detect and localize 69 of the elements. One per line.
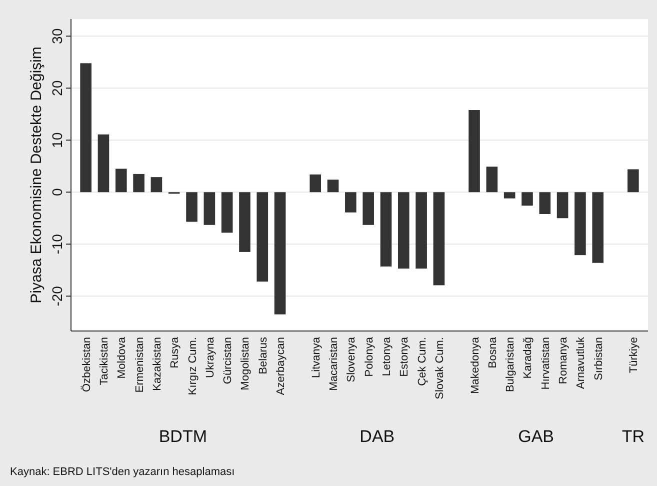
x-tick-label: Tacikistan bbox=[98, 337, 110, 386]
y-axis-title: Piyasa Ekonomisine Destekte Değişim bbox=[28, 46, 45, 304]
text: BDTM bbox=[158, 427, 208, 446]
bar bbox=[539, 192, 551, 214]
bar bbox=[345, 192, 356, 212]
bar bbox=[486, 166, 498, 192]
bar bbox=[115, 168, 127, 192]
x-tick-label: Gürcistan bbox=[222, 337, 234, 384]
bar bbox=[239, 192, 250, 252]
bar bbox=[556, 192, 568, 218]
bar bbox=[186, 192, 198, 222]
bar bbox=[362, 192, 374, 225]
bar bbox=[522, 192, 533, 206]
bar bbox=[416, 192, 427, 269]
x-tick-label: Letonya bbox=[380, 336, 393, 376]
x-tick-label: Estonya bbox=[398, 336, 411, 377]
y-tick-label: 10 bbox=[49, 132, 65, 148]
x-tick-label: Azerbaycan bbox=[275, 337, 288, 396]
bar bbox=[592, 192, 604, 263]
text: Kaynak: EBRD LITS'den yazarın hesaplaması bbox=[10, 466, 235, 478]
x-tick-label: Bulgaristan bbox=[504, 337, 517, 392]
bar bbox=[380, 192, 392, 267]
x-tick-label: Polonya bbox=[363, 336, 376, 377]
x-tick-label: Romanya bbox=[558, 336, 570, 384]
bar bbox=[133, 174, 144, 192]
x-tick-label: Litvanya bbox=[310, 336, 322, 378]
x-tick-label: Hırvatistan bbox=[540, 337, 552, 390]
y-tick-label: 30 bbox=[49, 28, 65, 44]
bar bbox=[221, 192, 233, 233]
bar bbox=[574, 192, 586, 256]
y-tick-label: -10 bbox=[49, 234, 65, 254]
bar bbox=[433, 192, 445, 286]
x-tick-label: Mogolistan bbox=[240, 337, 252, 390]
bar bbox=[310, 174, 322, 192]
bar bbox=[468, 110, 480, 192]
text: TR bbox=[622, 427, 645, 446]
bar bbox=[256, 192, 268, 282]
bar bbox=[80, 63, 92, 192]
y-tick-label: -20 bbox=[49, 286, 65, 306]
text: GAB bbox=[518, 427, 554, 446]
x-tick-label: Arnavutluk bbox=[575, 336, 588, 389]
x-tick-label: Slovak Cum. bbox=[434, 337, 446, 400]
x-tick-label: Özbekistan bbox=[80, 337, 93, 392]
x-tick-label: Çek Cum. bbox=[416, 337, 428, 386]
x-tick-label: Türkiye bbox=[628, 337, 640, 374]
x-tick-label: Moldova bbox=[116, 336, 128, 379]
bar bbox=[274, 192, 286, 314]
x-tick-label: Rusya bbox=[169, 336, 182, 368]
bar bbox=[98, 134, 110, 192]
bar bbox=[398, 192, 410, 269]
x-tick-label: Karadağ bbox=[522, 337, 534, 379]
bar bbox=[150, 177, 162, 192]
bar bbox=[504, 192, 516, 198]
x-tick-label: Kırgız Cum. bbox=[186, 337, 199, 396]
x-tick-label: Belarus bbox=[257, 336, 270, 374]
bar bbox=[327, 180, 339, 192]
x-tick-label: Ukrayna bbox=[204, 336, 216, 378]
x-tick-label: Slovenya bbox=[346, 336, 358, 382]
y-tick-label: 20 bbox=[49, 80, 65, 96]
text: DAB bbox=[360, 427, 395, 446]
bar bbox=[628, 169, 639, 192]
x-tick-label: Ermenistan bbox=[134, 337, 146, 393]
x-tick-label: Sırbistan bbox=[592, 337, 605, 380]
x-tick-label: Macaristan bbox=[328, 337, 340, 391]
x-tick-label: Bosna bbox=[486, 336, 499, 368]
bar bbox=[204, 192, 216, 225]
x-tick-label: Makedonya bbox=[469, 336, 482, 394]
y-tick-label: 0 bbox=[49, 188, 65, 196]
x-tick-label: Kazakistan bbox=[151, 337, 164, 391]
